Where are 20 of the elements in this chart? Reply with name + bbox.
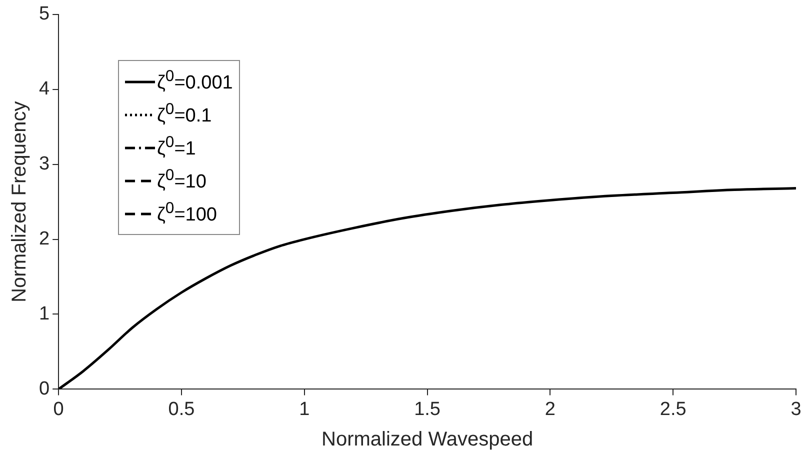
x-tick-label: 1 — [299, 398, 310, 420]
y-tick-label: 1 — [38, 303, 50, 324]
legend-label: ζ$^{0}$=1 — [157, 134, 196, 161]
x-tick-label: 3 — [790, 398, 802, 420]
y-tick-label: 4 — [38, 78, 50, 100]
legend-label: ζ$^{0}$=10 — [157, 167, 206, 194]
y-tick-label: 3 — [38, 154, 50, 175]
x-tick-label: 0.5 — [168, 398, 195, 420]
legend-label: ζ$^{0}$=100 — [157, 200, 217, 227]
y-tick-label: 0 — [38, 378, 50, 400]
x-tick-label: 1.5 — [414, 398, 440, 420]
legend-label: ζ$^{0}$=0.1 — [157, 101, 212, 128]
x-axis-title: Normalized Wavespeed — [321, 428, 534, 451]
y-tick-label: 2 — [38, 228, 50, 250]
y-tick-label: 5 — [38, 4, 50, 25]
y-axis-title: Normalized Frequency — [8, 101, 31, 302]
x-tick-label: 2 — [544, 398, 556, 420]
legend-label: ζ$^{0}$=0.001 — [157, 68, 233, 95]
x-tick-label: 0 — [53, 398, 64, 420]
x-tick-label: 2.5 — [660, 398, 686, 420]
